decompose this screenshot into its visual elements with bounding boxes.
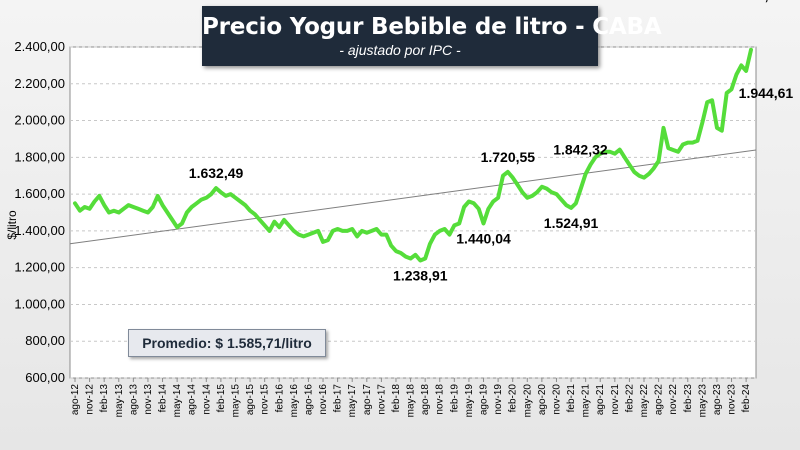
x-tick-label: feb-13: [99, 384, 110, 413]
x-tick-label: feb-15: [216, 384, 227, 413]
x-tick-label: nov-13: [143, 384, 154, 415]
y-axis-ticks: 600,00 800,00 1.000,00 1.200,00 1.400,00 1.60…: [14, 39, 65, 385]
x-tick-label: nov-16: [318, 384, 329, 415]
y-tick-label: 600,00: [25, 370, 65, 385]
x-tick-label: ago-23: [712, 384, 723, 416]
data-label: 1.720,55: [481, 149, 536, 165]
gridlines: [70, 46, 756, 379]
data-label: 1.238,91: [393, 268, 448, 284]
plot-area: [69, 46, 757, 379]
x-tick-label: ago-17: [362, 384, 373, 416]
x-tick-label: may-20: [522, 384, 533, 418]
x-tick-label: feb-20: [508, 384, 519, 413]
x-tick-label: nov-12: [85, 384, 96, 415]
x-tick-label: may-23: [697, 384, 708, 418]
x-tick-label: ago-13: [128, 384, 139, 416]
x-tick-label: feb-14: [158, 384, 169, 413]
x-tick-label: may-19: [464, 384, 475, 418]
x-tick-label: feb-24: [741, 384, 752, 413]
x-tick-label: ago-19: [479, 384, 490, 416]
x-tick-label: may-14: [172, 384, 183, 418]
y-tick-label: 2.200,00: [14, 76, 65, 91]
x-tick-label: nov-18: [435, 384, 446, 415]
x-tick-label: nov-23: [727, 384, 738, 415]
x-tick-label: ago-14: [187, 384, 198, 416]
y-tick-label: 1.400,00: [14, 223, 65, 238]
y-tick-label: 1.600,00: [14, 186, 65, 201]
x-tick-label: ago-16: [303, 384, 314, 416]
chart-title: Precio Yogur Bebible de litro - CABA: [202, 14, 662, 40]
chart-subtitle: - ajustado por IPC -: [339, 42, 461, 58]
x-tick-label: feb-22: [624, 384, 635, 413]
x-tick-label: ago-20: [537, 384, 548, 416]
data-label: 1.842,32: [553, 142, 608, 158]
data-label: 1.440,04: [456, 231, 511, 247]
x-axis-ticks: ago-12 nov-12 feb-13 may-13 ago-13 nov-13 feb-…: [70, 378, 752, 417]
x-tick-label: may-18: [406, 384, 417, 418]
x-tick-label: feb-17: [333, 384, 344, 413]
price-series-line: [73, 47, 753, 263]
data-label: 1.944,61: [739, 85, 794, 101]
y-tick-label: 800,00: [25, 333, 65, 348]
x-tick-label: feb-18: [391, 384, 402, 413]
trend-line: [69, 149, 757, 245]
x-tick-label: nov-15: [260, 384, 271, 415]
x-tick-label: ago-12: [70, 384, 81, 416]
data-labels: 1.632,49 1.238,91 1.440,04 1.720,55 1.524,91…: [189, 0, 794, 284]
x-tick-label: feb-21: [566, 384, 577, 413]
title-box: Precio Yogur Bebible de litro - CABA - a…: [202, 6, 662, 66]
x-tick-label: may-15: [230, 384, 241, 418]
y-tick-label: 1.800,00: [14, 149, 65, 164]
x-tick-label: ago-21: [595, 384, 606, 416]
x-tick-label: nov-17: [376, 384, 387, 415]
y-tick-label: 1.000,00: [14, 296, 65, 311]
x-tick-label: nov-22: [668, 384, 679, 415]
y-tick-label: 1.200,00: [14, 260, 65, 275]
x-tick-label: nov-14: [201, 384, 212, 415]
x-tick-label: ago-15: [245, 384, 256, 416]
y-tick-label: 2.000,00: [14, 113, 65, 128]
x-tick-label: may-21: [581, 384, 592, 418]
data-label: 1.632,49: [189, 165, 244, 181]
x-tick-label: feb-23: [683, 384, 694, 413]
x-tick-label: ago-22: [654, 384, 665, 416]
y-axis-label: $/litro: [5, 210, 19, 240]
x-tick-label: nov-19: [493, 384, 504, 415]
x-tick-label: may-13: [114, 384, 125, 418]
y-tick-label: 2.400,00: [14, 39, 65, 54]
data-label: 1.524,91: [544, 215, 599, 231]
x-tick-label: feb-16: [274, 384, 285, 413]
x-tick-label: nov-21: [610, 384, 621, 415]
average-box: Promedio: $ 1.585,71/litro: [128, 329, 326, 357]
x-tick-label: may-16: [289, 384, 300, 418]
x-tick-label: nov-20: [551, 384, 562, 415]
data-label: 2.384,64: [730, 0, 785, 3]
x-tick-label: may-22: [639, 384, 650, 418]
x-tick-label: feb-19: [449, 384, 460, 413]
x-tick-label: may-17: [347, 384, 358, 418]
x-tick-label: ago-18: [420, 384, 431, 416]
